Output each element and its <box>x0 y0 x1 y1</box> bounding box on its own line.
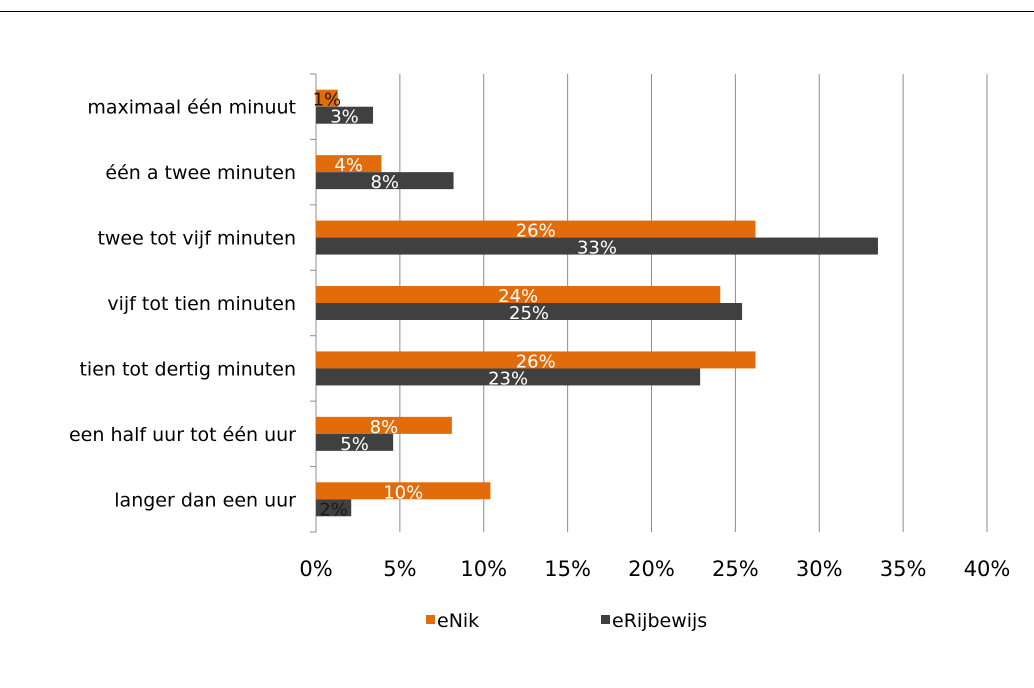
data-label: 2% <box>319 499 348 520</box>
category-label: vijf tot tien minuten <box>107 293 296 315</box>
x-tick-label: 10% <box>460 557 507 581</box>
bar-enik <box>316 351 756 369</box>
category-label: maximaal één minuut <box>87 97 296 119</box>
bar-erijbewijs <box>316 172 454 190</box>
bar-erijbewijs <box>316 106 374 124</box>
x-tick-label: 40% <box>964 557 1011 581</box>
data-label: 8% <box>370 417 399 438</box>
data-label: 26% <box>516 221 556 242</box>
x-tick-label: 25% <box>712 557 759 581</box>
bar-erijbewijs <box>316 499 352 517</box>
top-divider <box>0 11 1034 12</box>
bar-enik <box>316 220 756 238</box>
category-label: één a twee minuten <box>105 162 296 184</box>
bar-erijbewijs <box>316 237 878 255</box>
legend-swatch-erijbewijs <box>601 615 610 624</box>
x-tick-label: 15% <box>544 557 591 581</box>
bar-enik <box>316 155 382 173</box>
data-label: 23% <box>488 368 528 389</box>
bar-enik <box>316 89 338 107</box>
x-tick-label: 0% <box>299 557 332 581</box>
data-label: 4% <box>334 155 363 176</box>
data-label: 1% <box>313 90 342 111</box>
bar-enik <box>316 416 452 434</box>
data-label: 24% <box>498 286 538 307</box>
x-tick-label: 5% <box>383 557 416 581</box>
data-label: 3% <box>330 107 359 128</box>
x-tick-label: 30% <box>796 557 843 581</box>
data-label: 10% <box>383 482 423 503</box>
data-label: 26% <box>516 351 556 372</box>
category-label: een half uur tot één uur <box>69 424 296 446</box>
bar-erijbewijs <box>316 303 743 320</box>
bar-erijbewijs <box>316 433 394 451</box>
bar-enik <box>316 286 721 303</box>
x-tick-label: 35% <box>880 557 927 581</box>
bar-enik <box>316 482 491 500</box>
legend-swatch-enik <box>426 615 435 624</box>
data-label: 5% <box>340 434 369 455</box>
data-label: 8% <box>370 172 399 193</box>
legend-label: eNik <box>437 610 479 632</box>
category-label: twee tot vijf minuten <box>97 228 296 250</box>
x-tick-label: 20% <box>628 557 675 581</box>
legend-label: eRijbewijs <box>612 610 707 632</box>
data-label: 25% <box>509 303 549 324</box>
bar-erijbewijs <box>316 368 701 386</box>
category-label: tien tot dertig minuten <box>79 358 296 380</box>
category-label: langer dan een uur <box>114 489 296 511</box>
data-label: 33% <box>577 238 617 259</box>
